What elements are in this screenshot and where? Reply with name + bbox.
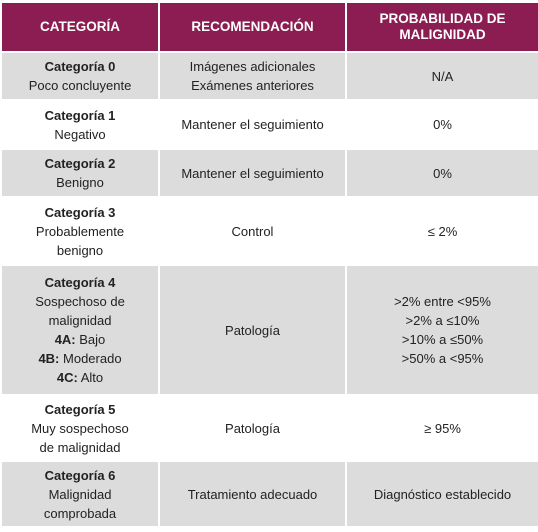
recommendation: Patología	[225, 420, 280, 436]
row: Categoría 1 Negativo Mantener el seguimien…	[0, 99, 538, 150]
recommendation: Mantener el seguimiento	[181, 165, 324, 181]
recommendation: Control	[231, 223, 274, 239]
probability: 0%	[433, 165, 452, 181]
category-description: Probablemente benigno	[35, 223, 125, 258]
row: Categoría 0 Poco concluyente Imágenes adic…	[0, 51, 538, 101]
recommendation-cell: Imágenes adicionales Exámenes anteriores	[158, 51, 347, 101]
recommendation-cell: Mantener el seguimiento	[158, 148, 347, 198]
probability-cell: >2% entre <95% >2% a ≤10% >10% a ≤50% >50% …	[345, 264, 538, 396]
row: Categoría 5 Muy sospechoso de malignidad P…	[0, 394, 538, 462]
category-description: Muy sospechoso de malignidad	[31, 420, 129, 455]
category-cell: Categoría 3 Probablemente benigno	[0, 196, 160, 266]
recommendation: Tratamiento adecuado	[187, 486, 318, 502]
category-title: Categoría 0	[44, 59, 116, 74]
subcategory: 4C: Alto	[24, 368, 136, 387]
recommendation: Exámenes anteriores	[191, 78, 314, 93]
probability: 0%	[433, 117, 452, 132]
probability-cell: N/A	[345, 51, 538, 101]
probability-cell: 0%	[345, 148, 538, 198]
category-cell: Categoría 6 Malignidad comprobada	[0, 460, 160, 528]
category-description: Benigno	[56, 175, 104, 190]
row: Categoría 6 Malignidad comprobada Tratamie…	[0, 460, 538, 528]
category-description: Malignidad comprobada	[43, 486, 117, 521]
header-cell: CATEGORÍA	[0, 1, 160, 53]
category-description: Sospechoso de malignidad	[35, 294, 125, 328]
recommendation: Patología	[225, 322, 280, 338]
category-description: Poco concluyente	[28, 78, 132, 93]
probability: >2% entre <95%	[394, 294, 491, 309]
recommendation-cell: Tratamiento adecuado	[158, 460, 347, 528]
table-body: Categoría 0 Poco concluyente Imágenes adic…	[0, 51, 538, 528]
probability-cell: Diagnóstico establecido	[345, 460, 538, 528]
probability-cell: 0%	[345, 99, 538, 150]
header-cell: RECOMENDACIÓN	[158, 1, 347, 53]
probability: N/A	[431, 68, 454, 84]
category-title: Categoría 2	[44, 156, 116, 171]
recommendation-cell: Mantener el seguimiento	[158, 99, 347, 150]
category-cell: Categoría 5 Muy sospechoso de malignidad	[0, 394, 160, 462]
probability: ≤ 2%	[427, 223, 458, 239]
category-description: Negativo	[54, 126, 106, 142]
category-title: Categoría 4	[44, 275, 116, 290]
subcategory: 4B: Moderado	[24, 349, 136, 368]
category-cell: Categoría 2 Benigno	[0, 148, 160, 198]
recommendation: Mantener el seguimiento	[181, 117, 324, 132]
subcategory-code: 4A:	[54, 332, 76, 347]
probability: >2% a ≤10%	[405, 313, 480, 328]
row: Categoría 3 Probablemente benigno Control ≤…	[0, 196, 538, 266]
probability: Diagnóstico establecido	[373, 486, 512, 502]
category-title: Categoría 3	[44, 204, 116, 220]
category-cell: Categoría 4 Sospechoso de malignidad 4A: B…	[0, 264, 160, 396]
subcategory-label: Bajo	[79, 332, 106, 347]
category-cell: Categoría 1 Negativo	[0, 99, 160, 150]
probability: >10% a ≤50%	[401, 332, 484, 347]
recommendation-cell: Control	[158, 196, 347, 266]
probability-cell: ≥ 95%	[345, 394, 538, 462]
row: Categoría 4 Sospechoso de malignidad 4A: B…	[0, 264, 538, 396]
subcategory-label: Moderado	[63, 351, 122, 366]
subcategory-label: Alto	[80, 370, 104, 385]
probability-cell: ≤ 2%	[345, 196, 538, 266]
header-cell: PROBABILIDAD DE MALIGNIDAD	[345, 1, 538, 53]
category-cell: Categoría 0 Poco concluyente	[0, 51, 160, 101]
recommendation-cell: Patología	[158, 264, 347, 396]
category-title: Categoría 1	[44, 107, 116, 123]
subcategory-code: 4B:	[38, 351, 60, 366]
row: Categoría 2 Benigno Mantener el seguimient…	[0, 148, 538, 198]
category-title: Categoría 5	[44, 401, 116, 417]
subcategory-code: 4C:	[56, 370, 78, 385]
category-title: Categoría 6	[44, 467, 116, 483]
recommendation-cell: Patología	[158, 394, 347, 462]
recommendation: Imágenes adicionales	[189, 59, 316, 74]
probability: >50% a <95%	[401, 351, 484, 366]
subcategory: 4A: Bajo	[24, 330, 136, 349]
header-row: CATEGORÍA RECOMENDACIÓN PROBABILIDAD DE …	[0, 1, 538, 53]
probability: ≥ 95%	[424, 420, 461, 436]
